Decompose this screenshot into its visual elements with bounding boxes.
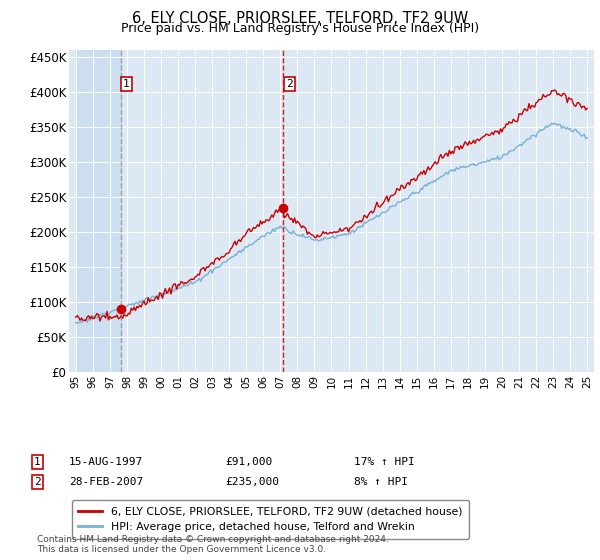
- Text: 28-FEB-2007: 28-FEB-2007: [69, 477, 143, 487]
- Text: 1: 1: [34, 457, 41, 467]
- Text: 2: 2: [286, 79, 293, 89]
- Text: Price paid vs. HM Land Registry's House Price Index (HPI): Price paid vs. HM Land Registry's House …: [121, 22, 479, 35]
- Legend: 6, ELY CLOSE, PRIORSLEE, TELFORD, TF2 9UW (detached house), HPI: Average price, : 6, ELY CLOSE, PRIORSLEE, TELFORD, TF2 9U…: [72, 500, 469, 539]
- Text: 2: 2: [34, 477, 41, 487]
- Text: 6, ELY CLOSE, PRIORSLEE, TELFORD, TF2 9UW: 6, ELY CLOSE, PRIORSLEE, TELFORD, TF2 9U…: [132, 11, 468, 26]
- Text: 17% ↑ HPI: 17% ↑ HPI: [354, 457, 415, 467]
- Text: £235,000: £235,000: [225, 477, 279, 487]
- Text: 8% ↑ HPI: 8% ↑ HPI: [354, 477, 408, 487]
- Text: 1: 1: [123, 79, 130, 89]
- Bar: [76, 50, 121, 372]
- Text: £91,000: £91,000: [225, 457, 272, 467]
- Text: 15-AUG-1997: 15-AUG-1997: [69, 457, 143, 467]
- Text: Contains HM Land Registry data © Crown copyright and database right 2024.
This d: Contains HM Land Registry data © Crown c…: [37, 535, 389, 554]
